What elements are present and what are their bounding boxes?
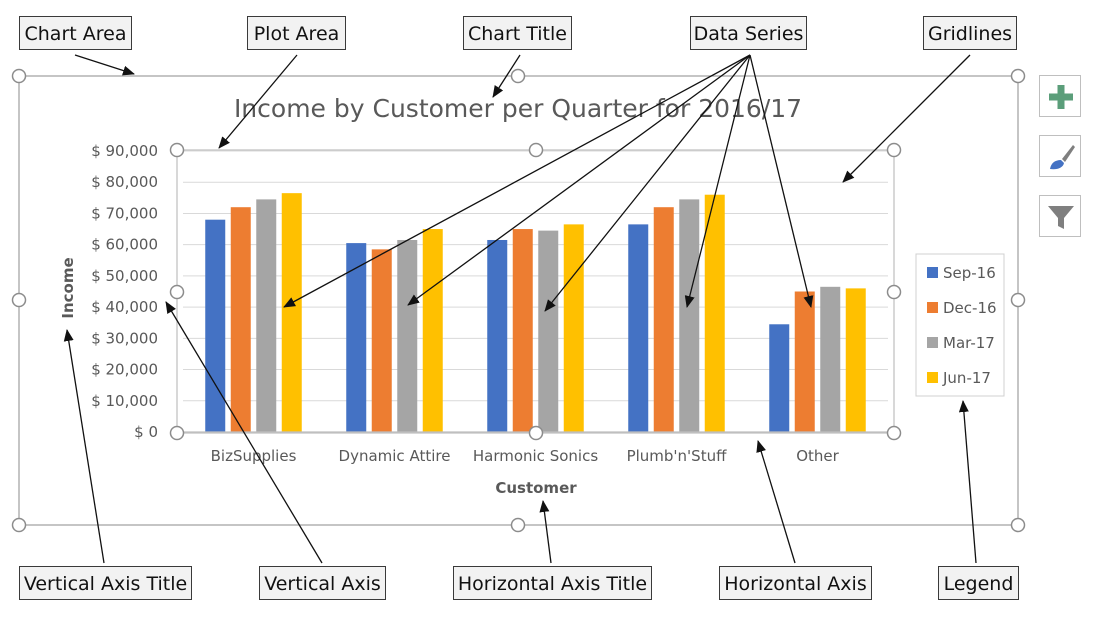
bar[interactable] — [704, 194, 725, 432]
bar[interactable] — [422, 229, 443, 432]
callout-vertical-axis: Vertical Axis — [259, 566, 386, 600]
y-tick-label: $ 40,000 — [91, 298, 158, 316]
resize-handle[interactable] — [886, 142, 902, 158]
bar[interactable] — [794, 291, 815, 433]
resize-handle[interactable] — [1010, 68, 1026, 84]
legend-swatch — [927, 267, 938, 278]
bar[interactable] — [281, 193, 302, 432]
bar[interactable] — [230, 207, 251, 432]
resize-handle[interactable] — [510, 517, 526, 533]
vertical-axis[interactable]: $ 0 $ 10,000 $ 20,000 $ 30,000 $ 40,000 $ 50,… — [91, 142, 158, 441]
callout-vertical-axis-title: Vertical Axis Title — [19, 566, 192, 600]
plus-icon — [1049, 85, 1073, 109]
resize-handle[interactable] — [1010, 517, 1026, 533]
bar[interactable] — [845, 288, 866, 432]
bar[interactable] — [205, 219, 226, 432]
x-tick-label: Plumb'n'Stuff — [627, 447, 728, 465]
bar[interactable] — [679, 199, 700, 432]
chart-elements-button[interactable] — [1039, 75, 1081, 117]
legend-entry: Jun-17 — [942, 369, 991, 387]
selection-handles[interactable] — [11, 68, 1026, 533]
resize-handle[interactable] — [169, 142, 185, 158]
bar[interactable] — [256, 199, 277, 432]
legend-swatch — [927, 337, 938, 348]
resize-handle[interactable] — [1010, 292, 1026, 308]
callout-gridlines: Gridlines — [923, 16, 1017, 50]
y-tick-label: $ 50,000 — [91, 267, 158, 285]
bar[interactable] — [512, 229, 533, 432]
legend-entry: Sep-16 — [943, 264, 996, 282]
resize-handle[interactable] — [11, 68, 27, 84]
bar[interactable] — [487, 239, 508, 432]
x-tick-label: Dynamic Attire — [339, 447, 451, 465]
resize-handle[interactable] — [886, 284, 902, 300]
y-tick-label: $ 20,000 — [91, 361, 158, 379]
x-tick-label: Other — [796, 447, 839, 465]
callout-legend: Legend — [938, 566, 1019, 600]
resize-handle[interactable] — [11, 292, 27, 308]
y-tick-label: $ 0 — [134, 423, 158, 441]
callout-horizontal-axis-title: Horizontal Axis Title — [453, 566, 652, 600]
resize-handle[interactable] — [169, 284, 185, 300]
bar[interactable] — [563, 224, 584, 432]
chart-title[interactable]: Income by Customer per Quarter for 2016/… — [234, 94, 802, 123]
resize-handle[interactable] — [169, 425, 185, 441]
resize-handle[interactable] — [528, 142, 544, 158]
horizontal-axis[interactable]: BizSupplies Dynamic Attire Harmonic Sonics… — [211, 447, 840, 465]
data-series[interactable] — [205, 193, 866, 432]
y-tick-label: $ 90,000 — [91, 142, 158, 160]
x-tick-label: Harmonic Sonics — [473, 447, 598, 465]
callout-arrows — [63, 54, 977, 564]
resize-handle[interactable] — [528, 425, 544, 441]
legend-entry: Dec-16 — [943, 299, 997, 317]
callout-horizontal-axis: Horizontal Axis — [719, 566, 872, 600]
chart-styles-button[interactable] — [1039, 135, 1081, 177]
callout-data-series: Data Series — [690, 16, 807, 50]
x-tick-label: BizSupplies — [211, 447, 297, 465]
bar[interactable] — [769, 324, 790, 432]
horizontal-axis-title[interactable]: Customer — [495, 479, 577, 497]
callout-plot-area: Plot Area — [247, 16, 346, 50]
resize-handle[interactable] — [886, 425, 902, 441]
resize-handle[interactable] — [11, 517, 27, 533]
funnel-icon — [1048, 206, 1074, 229]
paintbrush-icon — [1050, 145, 1075, 170]
callout-chart-title: Chart Title — [463, 16, 572, 50]
bar[interactable] — [397, 239, 418, 432]
legend-swatch — [927, 372, 938, 383]
bar[interactable] — [538, 230, 559, 432]
bar[interactable] — [653, 207, 674, 432]
legend-items: Sep-16 Dec-16 Mar-17 Jun-17 — [927, 264, 997, 387]
y-tick-label: $ 70,000 — [91, 204, 158, 222]
vertical-axis-title[interactable]: Income — [59, 257, 77, 318]
legend-entry: Mar-17 — [943, 334, 995, 352]
bar[interactable] — [371, 249, 392, 432]
bar[interactable] — [628, 224, 649, 432]
y-tick-label: $ 10,000 — [91, 392, 158, 410]
resize-handle[interactable] — [510, 68, 526, 84]
y-tick-label: $ 80,000 — [91, 173, 158, 191]
y-tick-label: $ 60,000 — [91, 236, 158, 254]
legend-swatch — [927, 302, 938, 313]
bar[interactable] — [820, 286, 841, 432]
callout-chart-area: Chart Area — [19, 16, 132, 50]
y-tick-label: $ 30,000 — [91, 329, 158, 347]
bar[interactable] — [346, 243, 367, 432]
chart-filters-button[interactable] — [1039, 195, 1081, 237]
